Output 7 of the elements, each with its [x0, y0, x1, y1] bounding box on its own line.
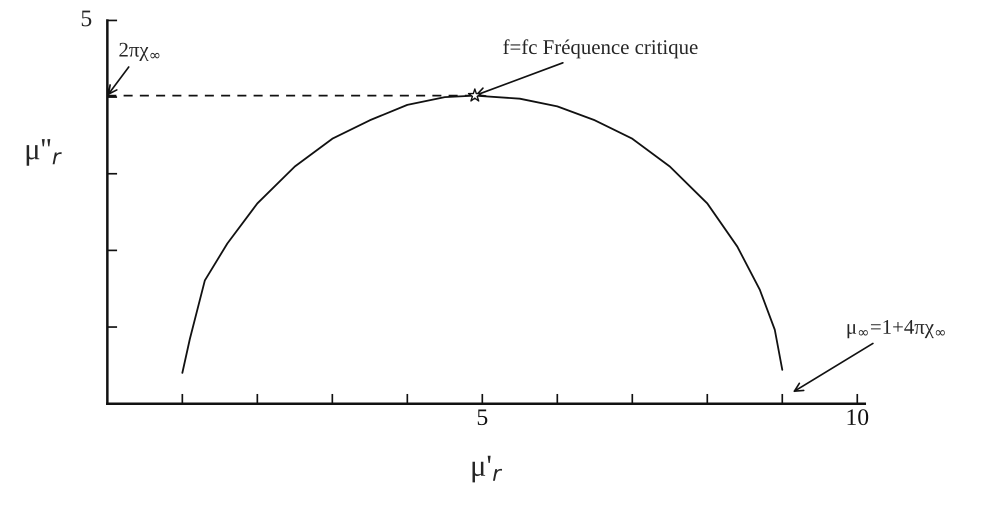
y-axis-title: μ''$_{r}$ [26, 139, 62, 166]
annotation: μ$_{∞}$=1+4πχ$_{∞}$ [848, 320, 945, 338]
annotation: f=fc Fréquence critique [503, 39, 698, 58]
x-axis-title: μ'$_{r}$ [472, 456, 502, 482]
x-tick-label: 10 [848, 409, 868, 426]
text: 5 [82, 10, 92, 26]
annotation: 2πχ$_{∞}$ [119, 42, 160, 61]
